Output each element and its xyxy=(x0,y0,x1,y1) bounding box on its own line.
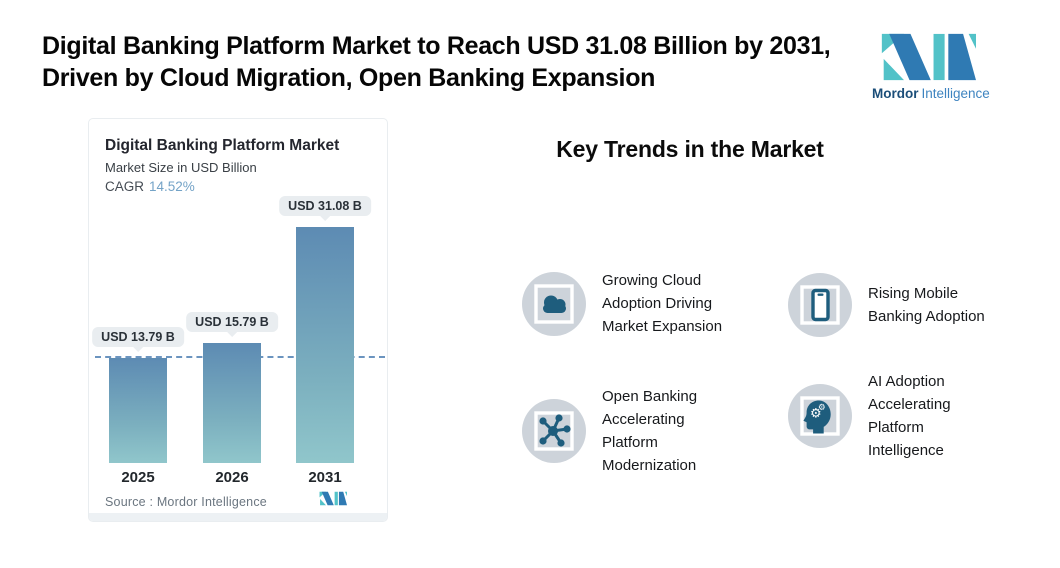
bar-value-label: USD 31.08 B xyxy=(279,196,371,216)
trend-label: Open Banking Accelerating Platform Moder… xyxy=(602,388,698,474)
cagr-label: CAGR xyxy=(105,179,145,194)
mordor-logo-icon xyxy=(881,33,976,81)
chart-title: Digital Banking Platform Market xyxy=(105,137,340,154)
bar-value-label: USD 15.79 B xyxy=(186,312,278,333)
cagr-row: CAGR 14.52% xyxy=(105,179,195,194)
trend-item-cloud: Growing Cloud Adoption Driving Market Ex… xyxy=(522,269,782,338)
bar-value-label: USD 13.79 B xyxy=(92,327,184,348)
network-icon xyxy=(522,399,586,463)
mordor-mini-logo-icon xyxy=(319,491,347,506)
logo-word-bold: Mordor xyxy=(872,86,919,101)
bar-chart-plot: USD 13.79 B 2025 USD 15.79 B 2026 USD 31.08 … xyxy=(92,196,385,486)
trend-item-ai: ⚙ ⚙ AI Adoption Accelerating Platform In… xyxy=(788,370,1048,462)
mobile-icon xyxy=(788,273,852,337)
axis-label-2026: 2026 xyxy=(215,469,249,486)
bar-2031 xyxy=(296,227,354,463)
cagr-value: 14.52% xyxy=(149,179,195,194)
cloud-icon xyxy=(522,271,586,336)
bar-2026 xyxy=(203,343,261,463)
svg-text:⚙: ⚙ xyxy=(818,403,826,413)
trend-label: Rising Mobile Banking Adoption xyxy=(868,285,985,325)
svg-text:⚙: ⚙ xyxy=(810,407,822,422)
card-footer-strip xyxy=(89,513,387,521)
source-note: Source : Mordor Intelligence xyxy=(105,495,267,509)
axis-label-2025: 2025 xyxy=(121,469,155,486)
market-chart-card: Digital Banking Platform Market Market S… xyxy=(88,118,388,522)
logo-word-light: Intelligence xyxy=(921,86,990,101)
company-logo: Mordor Intelligence xyxy=(872,32,1002,101)
ai-head-icon: ⚙ ⚙ xyxy=(788,384,852,448)
chart-subtitle: Market Size in USD Billion xyxy=(105,160,257,175)
trends-heading: Key Trends in the Market xyxy=(556,136,824,162)
page-title: Digital Banking Platform Market to Reach… xyxy=(42,32,831,92)
trend-item-mobile: Rising Mobile Banking Adoption xyxy=(788,273,1048,337)
trend-item-open-banking: Open Banking Accelerating Platform Moder… xyxy=(522,385,782,477)
bar-2025 xyxy=(109,358,167,463)
trend-label: Growing Cloud Adoption Driving Market Ex… xyxy=(602,272,723,335)
axis-label-2031: 2031 xyxy=(308,469,342,486)
trend-label: AI Adoption Accelerating Platform Intell… xyxy=(868,373,951,459)
logo-wordmark: Mordor Intelligence xyxy=(872,86,1002,101)
